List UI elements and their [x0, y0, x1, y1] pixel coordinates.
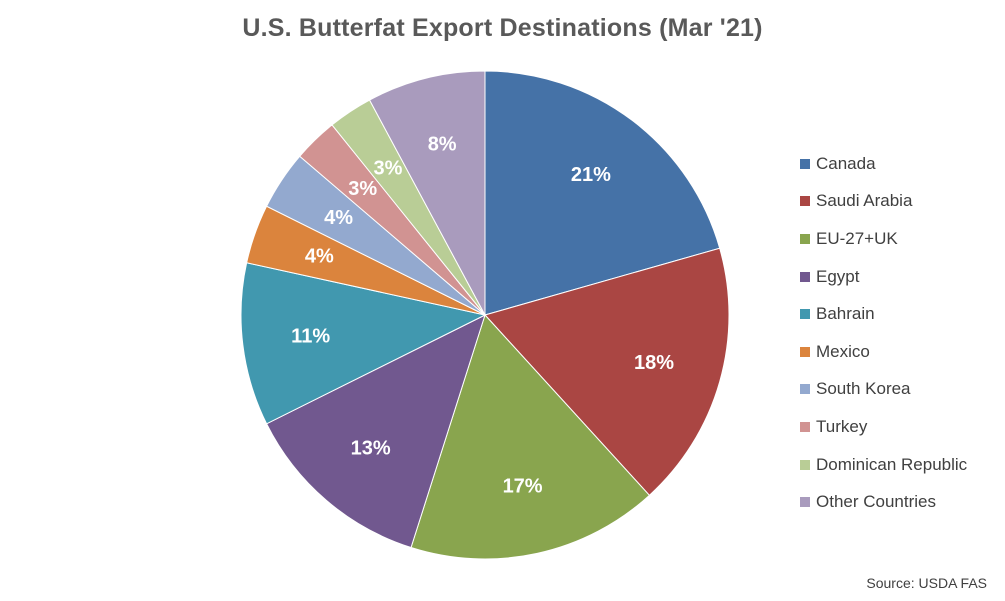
legend-swatch [800, 346, 810, 357]
legend-label: Canada [816, 153, 876, 173]
pie-slice-other-countries [368, 70, 486, 316]
legend-label: Dominican Republic [816, 454, 968, 474]
data-label-canada: 21% [571, 164, 611, 186]
legend-swatch [800, 421, 810, 432]
legend-label: Egypt [816, 266, 860, 286]
legend-item-canada: Canada [800, 145, 1000, 183]
pie-slice-bahrain [240, 262, 487, 425]
legend-item-other-countries: Other Countries [800, 483, 1000, 521]
pie-slice-eu-27-uk [410, 314, 651, 560]
legend-item-south-korea: South Korea [800, 371, 1000, 409]
source-note: Source: USDA FAS [866, 575, 987, 591]
legend-label: Saudi Arabia [816, 191, 913, 211]
data-label-dominican-republic: 3% [374, 158, 403, 180]
legend-label: Other Countries [816, 492, 936, 512]
pie-slice-egypt [265, 314, 486, 549]
pie-slice-saudi-arabia [484, 247, 730, 497]
data-label-south-korea: 4% [324, 207, 353, 229]
data-label-eu-27-uk: 17% [503, 476, 543, 498]
legend-item-turkey: Turkey [800, 408, 1000, 446]
legend-label: EU-27+UK [816, 228, 898, 248]
data-label-turkey: 3% [348, 178, 377, 200]
legend-label: Mexico [816, 341, 870, 361]
chart-title: U.S. Butterfat Export Destinations (Mar … [242, 14, 763, 42]
pie-slices [240, 70, 730, 560]
data-label-egypt: 13% [351, 437, 391, 459]
legend-swatch [800, 271, 810, 282]
legend-item-egypt: Egypt [800, 258, 1000, 296]
legend-swatch [800, 158, 810, 169]
data-label-bahrain: 11% [291, 326, 330, 348]
data-label-mexico: 4% [305, 246, 334, 268]
pie-slice-canada [484, 70, 721, 316]
legend-swatch [800, 384, 810, 395]
legend-swatch [800, 497, 810, 508]
data-label-saudi-arabia: 18% [634, 352, 674, 374]
legend-item-mexico: Mexico [800, 333, 1000, 371]
legend-label: Turkey [816, 416, 868, 436]
legend-swatch [800, 459, 810, 470]
legend-swatch [800, 233, 810, 244]
legend-item-saudi-arabia: Saudi Arabia [800, 183, 1000, 221]
data-label-other-countries: 8% [428, 134, 457, 156]
pie-data-labels: 21% 18% 17% 13% 11% 4% 4% 3%3% 8% [291, 134, 674, 498]
legend-item-dominican-republic: Dominican Republic [800, 446, 1000, 484]
legend-label: South Korea [816, 379, 911, 399]
legend-item-eu-27-uk: EU-27+UK [800, 220, 1000, 258]
legend-swatch [800, 309, 810, 320]
chart-legend: Canada Saudi Arabia EU-27+UK Egypt Bahrain Me… [800, 145, 1000, 521]
legend-swatch [800, 196, 810, 207]
legend-item-bahrain: Bahrain [800, 295, 1000, 333]
legend-label: Bahrain [816, 304, 875, 324]
